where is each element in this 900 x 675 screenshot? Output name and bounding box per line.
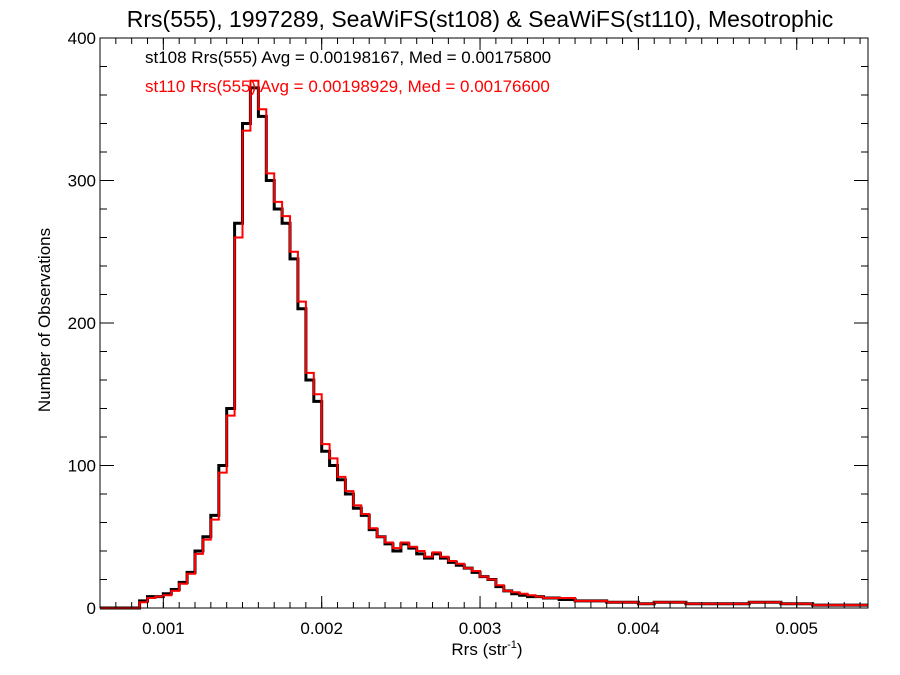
y-tick-label: 300 <box>68 172 96 191</box>
x-axis-label-main: Rrs (str <box>451 640 507 659</box>
x-tick-label: 0.002 <box>300 619 343 638</box>
annotation-st108: st108 Rrs(555) Avg = 0.00198167, Med = 0… <box>145 48 551 67</box>
chart-title: Rrs(555), 1997289, SeaWiFS(st108) & SeaW… <box>127 6 833 32</box>
axes-layer: 0.001 0.002 0.003 0.004 0.005 0 100 200 300 400 <box>68 29 869 638</box>
x-tick-label: 0.003 <box>459 619 502 638</box>
annotation-st110: st110 Rrs(555) Avg = 0.00198929, Med = 0… <box>145 77 550 96</box>
y-tick-label: 400 <box>68 29 96 48</box>
y-tick-label: 100 <box>68 457 96 476</box>
y-tick-label: 200 <box>68 314 96 333</box>
x-tick-label: 0.005 <box>775 619 818 638</box>
x-tick-label: 0.001 <box>142 619 185 638</box>
series-layer <box>100 79 868 610</box>
series-line-1 <box>100 79 868 609</box>
x-tick-label: 0.004 <box>617 619 660 638</box>
x-axis-label-superscript: -1 <box>507 639 517 651</box>
x-axis-label: Rrs (str-1) <box>451 639 522 659</box>
y-tick-label: 0 <box>87 599 96 618</box>
x-axis-label-close: ) <box>517 640 523 659</box>
y-axis-label: Number of Observations <box>35 228 54 412</box>
